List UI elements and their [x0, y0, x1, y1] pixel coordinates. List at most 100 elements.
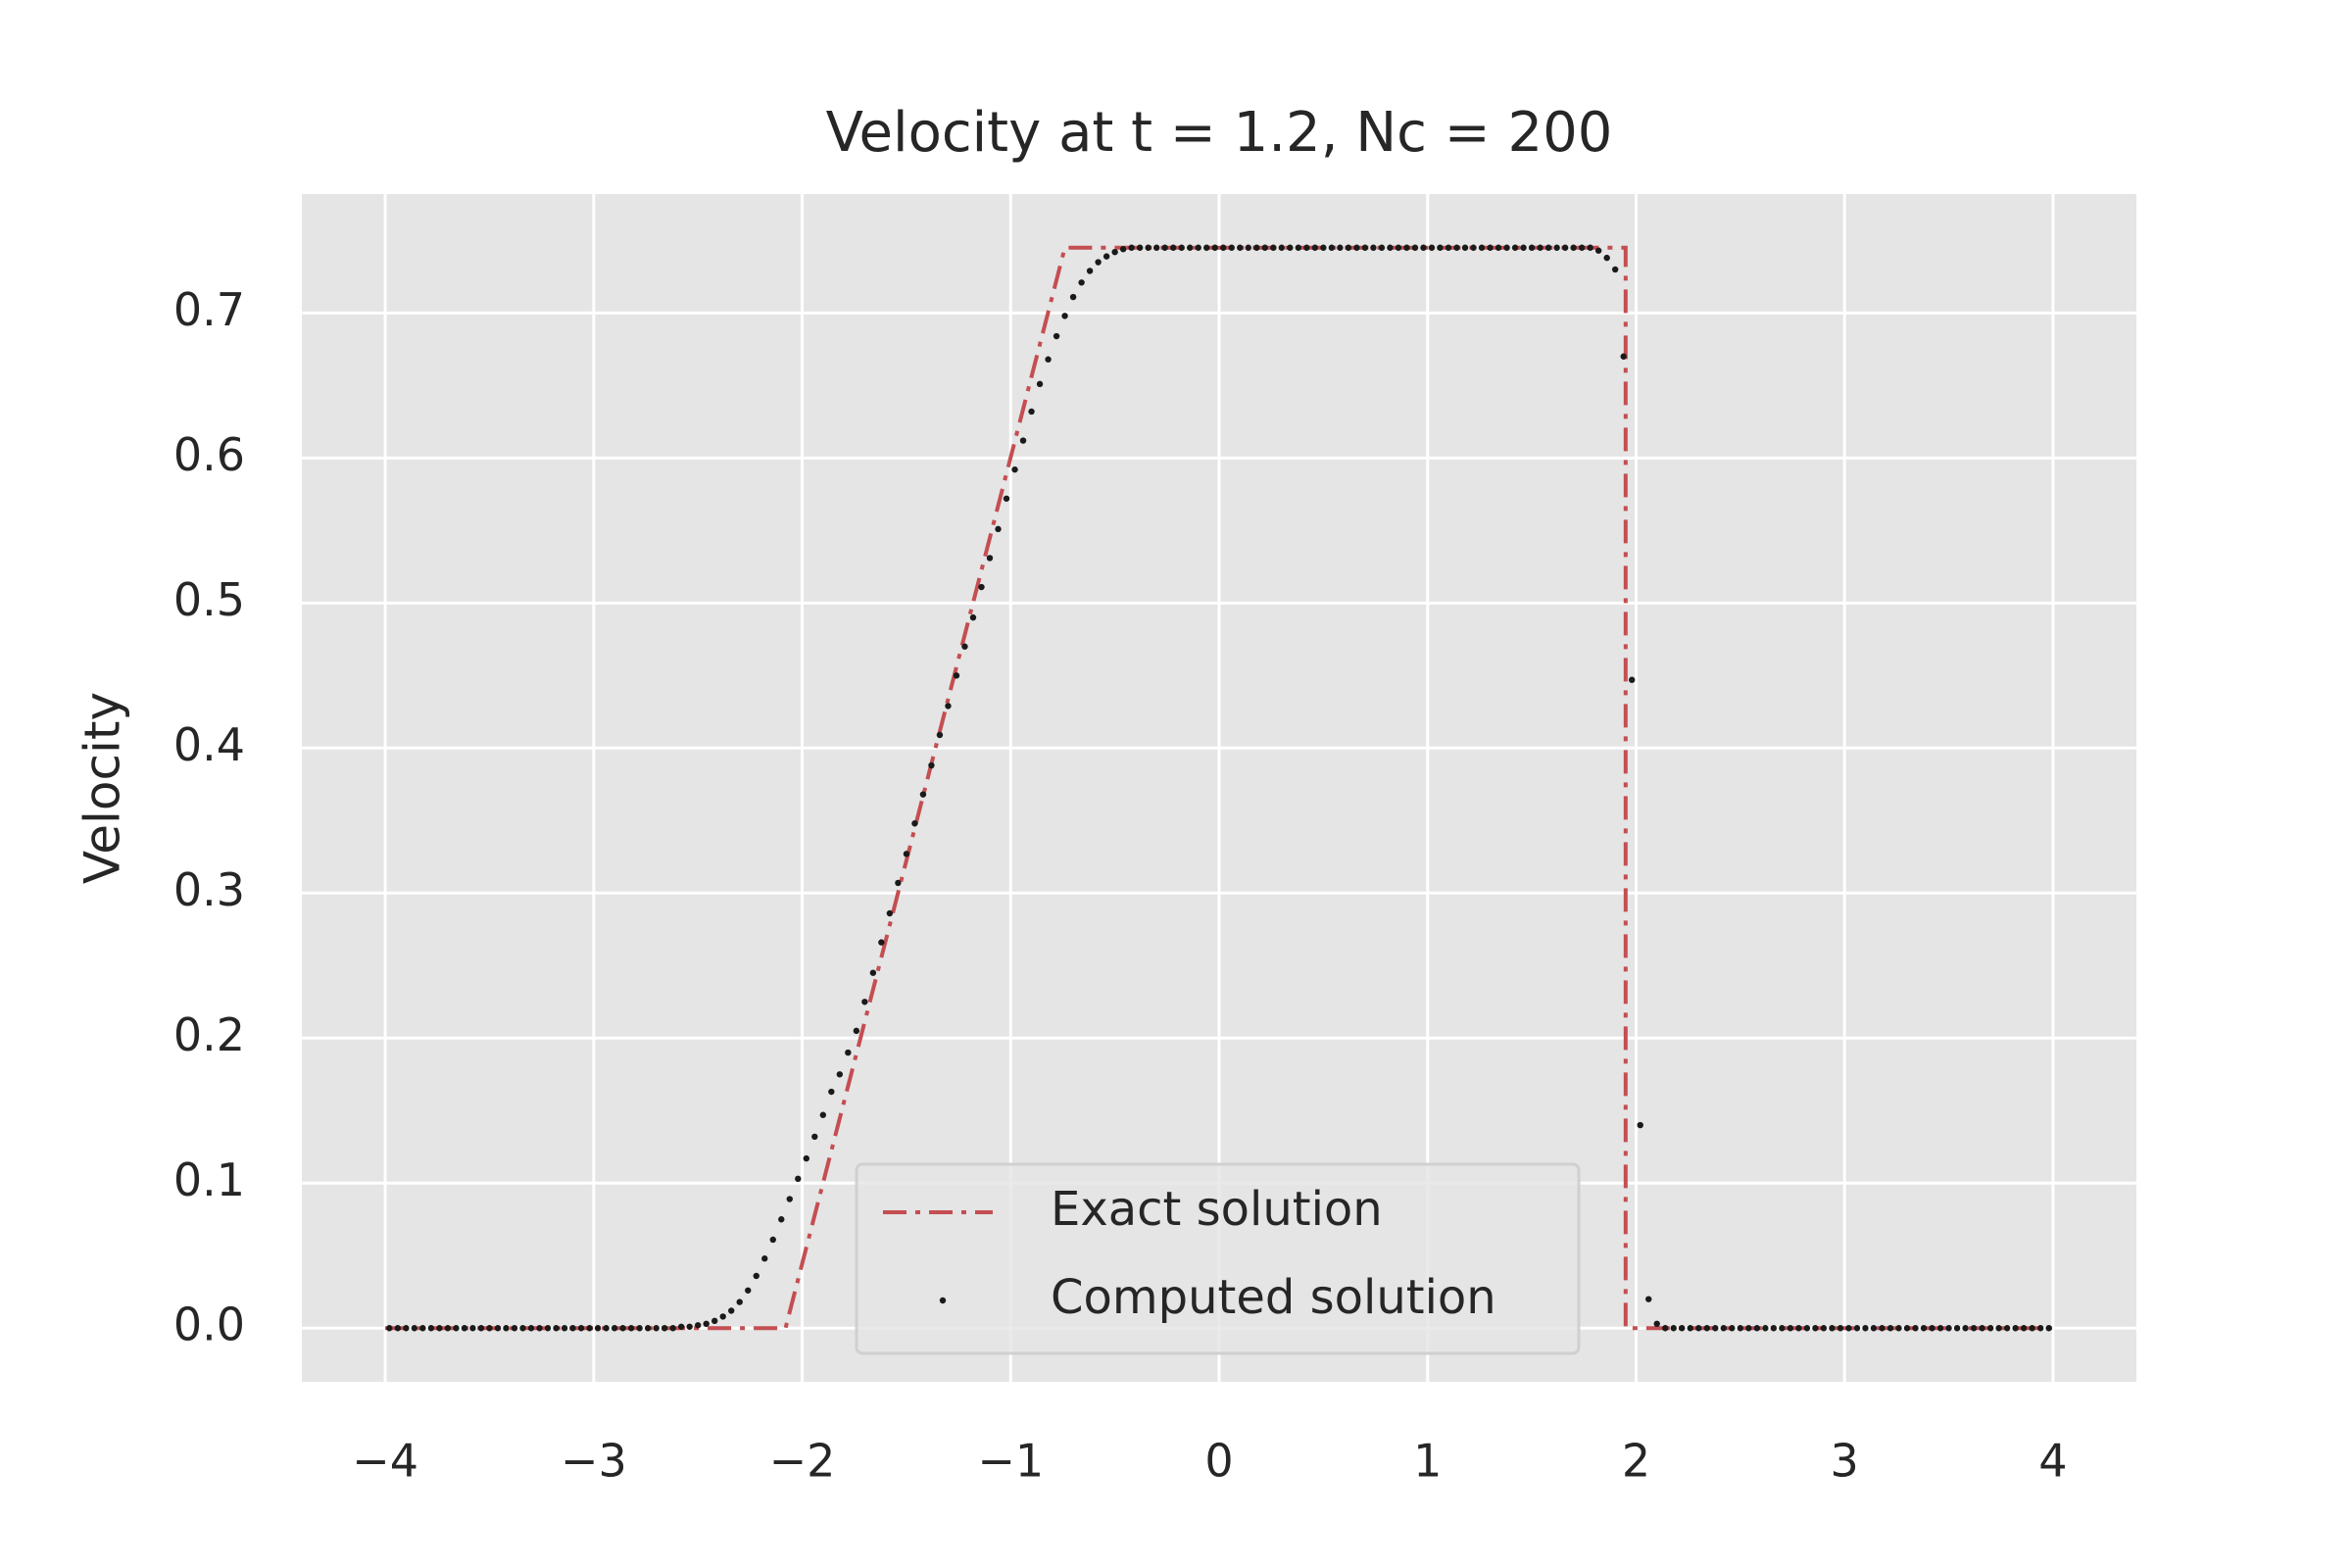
data-point [669, 1325, 676, 1332]
data-point [1487, 244, 1494, 251]
data-point [1695, 1325, 1702, 1332]
data-point [1953, 1325, 1961, 1332]
data-point [1178, 244, 1185, 251]
data-point [1637, 1121, 1643, 1129]
data-point [477, 1325, 485, 1332]
x-tick-label: −3 [561, 1435, 627, 1488]
data-point [936, 731, 944, 739]
data-point [1870, 1325, 1878, 1332]
data-point [1995, 1325, 2002, 1332]
data-point [853, 1027, 860, 1035]
data-point [1879, 1325, 1886, 1332]
y-tick-label: 0.4 [173, 718, 245, 771]
data-point [1053, 332, 1060, 340]
data-point [811, 1133, 818, 1141]
data-point [1720, 1325, 1728, 1332]
data-point [895, 879, 902, 887]
data-point [1929, 1325, 1936, 1332]
data-point [1544, 244, 1552, 251]
data-point [1795, 1325, 1802, 1332]
data-point [1320, 244, 1327, 251]
y-tick-label: 0.7 [173, 283, 245, 336]
data-point [1220, 244, 1227, 251]
x-tick-label: 4 [2038, 1435, 2067, 1488]
data-point [1729, 1325, 1736, 1332]
data-point [2045, 1325, 2052, 1332]
data-point [911, 820, 918, 827]
data-point [1511, 244, 1519, 251]
data-point [1345, 244, 1352, 251]
data-point [1470, 244, 1477, 251]
legend: Exact solution Computed solution [855, 1162, 1581, 1355]
data-point [1762, 1325, 1769, 1332]
data-point [1737, 1325, 1744, 1332]
data-point [1962, 1325, 1969, 1332]
data-point [2020, 1325, 2028, 1332]
x-tick-label: 0 [1204, 1435, 1233, 1488]
data-point [1779, 1325, 1786, 1332]
y-tick-label: 0.1 [173, 1153, 245, 1206]
legend-box [855, 1162, 1581, 1355]
data-point [795, 1175, 802, 1183]
data-point [753, 1272, 760, 1280]
data-point [1620, 353, 1627, 360]
data-point [886, 909, 894, 917]
data-point [1445, 244, 1452, 251]
data-point [1653, 1320, 1660, 1328]
data-point [1161, 244, 1168, 251]
data-point [444, 1325, 452, 1332]
data-point [953, 672, 960, 679]
data-point [1011, 466, 1018, 473]
data-point [2036, 1325, 2044, 1332]
data-point [619, 1325, 626, 1332]
data-point [627, 1325, 635, 1332]
data-point [769, 1236, 776, 1244]
y-tick-label: 0.5 [173, 573, 245, 626]
data-point [1102, 253, 1110, 260]
data-point [711, 1317, 718, 1325]
data-point [519, 1325, 526, 1332]
data-point [1237, 244, 1244, 251]
data-point [786, 1196, 793, 1202]
data-point [1328, 244, 1336, 251]
data-point [1387, 244, 1394, 251]
data-point [961, 643, 968, 650]
data-point [1337, 244, 1344, 251]
data-point [1061, 313, 1068, 319]
data-point [1829, 1325, 1836, 1332]
data-point [1245, 244, 1251, 251]
data-point [1645, 1296, 1652, 1302]
data-point [928, 761, 935, 769]
data-point [603, 1325, 610, 1332]
data-point [1170, 244, 1177, 251]
data-point [1453, 244, 1460, 251]
data-point [803, 1154, 809, 1162]
x-tick-label: 1 [1413, 1435, 1442, 1488]
marks [385, 244, 2053, 1332]
data-point [2012, 1325, 2019, 1332]
data-point [586, 1325, 593, 1332]
data-point [677, 1323, 685, 1330]
data-point [453, 1325, 460, 1332]
data-point [761, 1255, 768, 1262]
data-point [1370, 244, 1377, 251]
data-point [1662, 1325, 1669, 1332]
data-point [1295, 244, 1302, 251]
data-point [1845, 1325, 1852, 1332]
data-point [686, 1323, 693, 1330]
data-point [569, 1325, 576, 1332]
chart-title: Velocity at t = 1.2, Nc = 200 [826, 101, 1613, 165]
data-point [1594, 247, 1602, 254]
data-point [553, 1325, 560, 1332]
data-point [494, 1325, 502, 1332]
data-point [878, 939, 885, 946]
data-point [1528, 244, 1536, 251]
data-point [544, 1325, 552, 1332]
data-point [1303, 244, 1310, 251]
data-point [1920, 1325, 1928, 1332]
data-point [1820, 1325, 1828, 1332]
data-point [1629, 676, 1636, 683]
data-point [503, 1325, 510, 1332]
data-point [1253, 244, 1260, 251]
data-point [1045, 356, 1052, 363]
